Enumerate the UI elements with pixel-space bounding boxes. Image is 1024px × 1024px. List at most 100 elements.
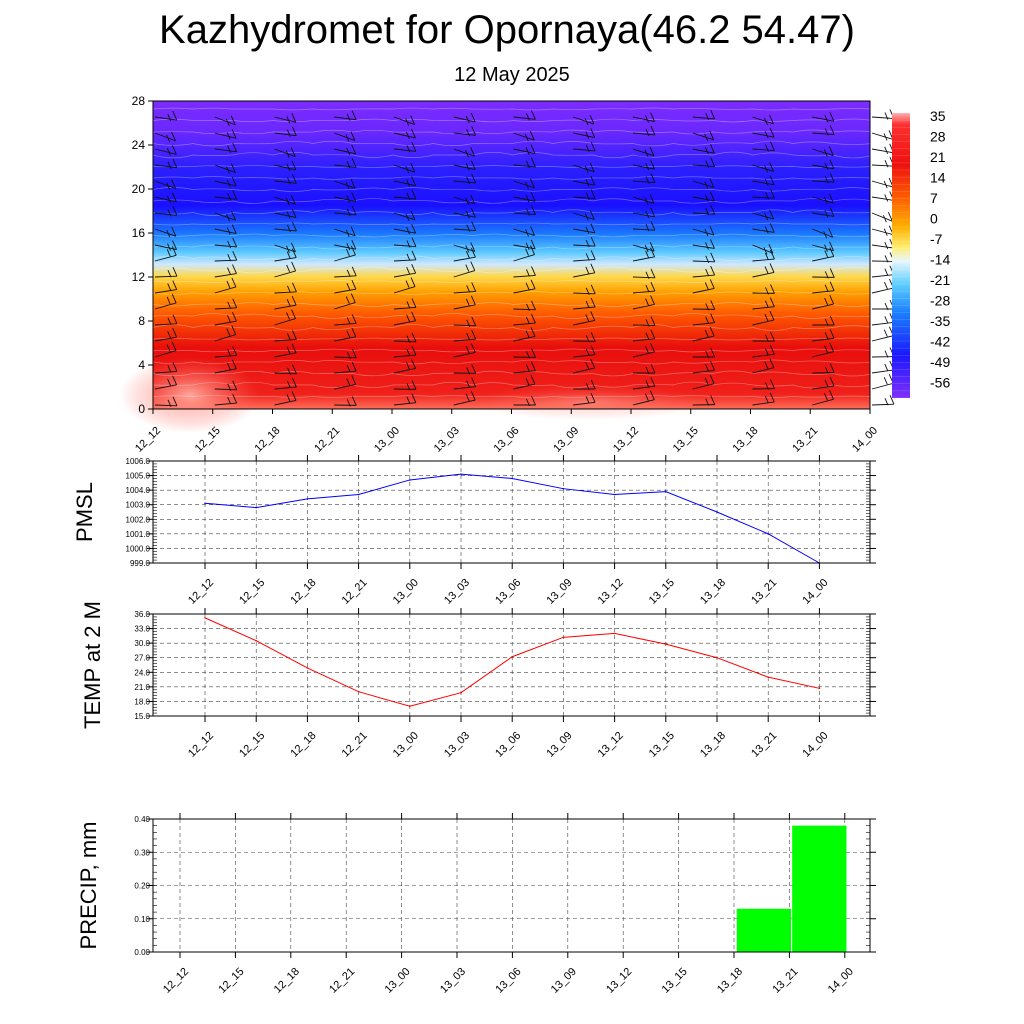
wind-barb	[573, 162, 595, 173]
wind-barb	[334, 327, 357, 342]
wind-barb	[154, 226, 177, 238]
wind-barb	[573, 223, 596, 234]
wind-barb	[632, 112, 655, 123]
wind-barb	[752, 188, 775, 200]
x-tick-label: 13_09	[549, 966, 579, 996]
wind-barb	[513, 266, 536, 278]
x-tick-label: 13_00	[372, 425, 402, 455]
y-tick-label: 4	[138, 358, 145, 372]
wind-barb	[274, 194, 296, 206]
x-tick-label: 13_03	[432, 425, 462, 455]
wind-barb	[214, 163, 236, 174]
wind-barb	[692, 130, 715, 141]
x-tick-label: 13_15	[647, 730, 677, 760]
wind-barb	[692, 109, 716, 121]
wind-barb	[154, 110, 178, 122]
x-tick-label: 12_15	[216, 966, 246, 996]
wind-barb	[453, 247, 476, 262]
colorbar-label: 21	[930, 149, 946, 165]
wind-barb	[513, 279, 536, 294]
wind-barb	[513, 239, 536, 250]
wind-barb	[573, 176, 596, 187]
y-tick-label: 8	[138, 314, 145, 328]
wind-barb	[393, 345, 417, 358]
contour-line	[152, 359, 874, 365]
wind-barb	[393, 237, 417, 248]
wind-barb	[393, 359, 416, 374]
wind-barb	[334, 240, 357, 251]
wind-barb	[573, 345, 596, 358]
wind-barb	[274, 377, 297, 390]
wind-barb	[393, 115, 416, 126]
wind-barb	[274, 330, 297, 342]
y-tick-label: 0.10	[134, 915, 150, 924]
wind-barb	[453, 208, 476, 219]
wind-barb	[871, 395, 895, 406]
wind-barb	[812, 146, 834, 157]
wind-barb	[453, 194, 476, 205]
wind-barb	[393, 311, 417, 326]
x-tick-label: 14_00	[826, 966, 856, 996]
temp2m-point	[255, 639, 257, 642]
y-tick-label: 21.0	[134, 683, 150, 692]
x-tick-label: 13_12	[596, 577, 626, 607]
pmsl-point	[357, 493, 360, 496]
x-tick-label: 13_00	[391, 577, 421, 607]
x-tick-label: 13_12	[604, 966, 634, 996]
wind-barb	[453, 261, 476, 278]
wind-barb	[453, 160, 476, 171]
wind-barb	[334, 178, 356, 190]
wind-barb	[214, 251, 238, 262]
wind-barb	[154, 396, 178, 407]
wind-barb	[214, 380, 238, 391]
pmsl-point	[460, 473, 462, 475]
wind-barb	[752, 331, 775, 343]
wind-barb	[214, 346, 238, 358]
wind-barb	[453, 282, 477, 294]
wind-barb	[393, 250, 417, 262]
colorbar-label: -35	[930, 313, 950, 329]
x-tick-label: 13_06	[493, 730, 523, 760]
wind-barb	[871, 278, 894, 294]
wind-barb	[871, 177, 894, 189]
wind-barb	[154, 246, 177, 262]
wind-barb	[573, 189, 596, 200]
wind-barb	[154, 293, 177, 310]
wind-barb	[453, 364, 477, 375]
wind-barb	[632, 241, 655, 253]
wind-barb	[812, 315, 835, 327]
contour-line	[152, 165, 874, 168]
contour-line	[152, 222, 874, 226]
wind-barb	[274, 248, 297, 262]
x-tick-label: 13_09	[544, 730, 574, 760]
temp2m-ylabel: TEMP at 2 M	[80, 601, 105, 729]
wind-barb	[453, 221, 477, 232]
contour-line	[152, 244, 874, 250]
wind-barb	[692, 178, 715, 189]
y-tick-label: 24	[132, 138, 146, 152]
wind-barb	[573, 250, 596, 262]
wind-barb	[154, 192, 177, 204]
wind-barb	[692, 225, 715, 237]
wind-barb	[214, 277, 237, 294]
x-tick-label: 12_12	[186, 730, 216, 760]
wind-barb	[453, 316, 477, 327]
x-tick-label: 13_21	[749, 577, 779, 607]
wind-barb	[692, 326, 715, 342]
wind-barb	[513, 313, 536, 326]
pmsl-frame	[152, 460, 871, 564]
wind-barb	[334, 293, 356, 310]
wind-barb	[752, 141, 775, 152]
contour-line	[152, 324, 874, 331]
heatmap-hot-spot	[120, 357, 260, 433]
contour-line	[152, 198, 874, 204]
wind-barb	[871, 156, 895, 168]
x-tick-label: 13_12	[596, 730, 626, 760]
x-tick-label: 14_00	[800, 730, 830, 760]
colorbar-label: -7	[930, 231, 943, 247]
y-tick-label: 20	[132, 182, 146, 196]
x-tick-label: 12_21	[327, 966, 357, 996]
wind-barb	[871, 143, 895, 154]
wind-barb	[752, 310, 775, 326]
wind-barb	[871, 313, 895, 326]
